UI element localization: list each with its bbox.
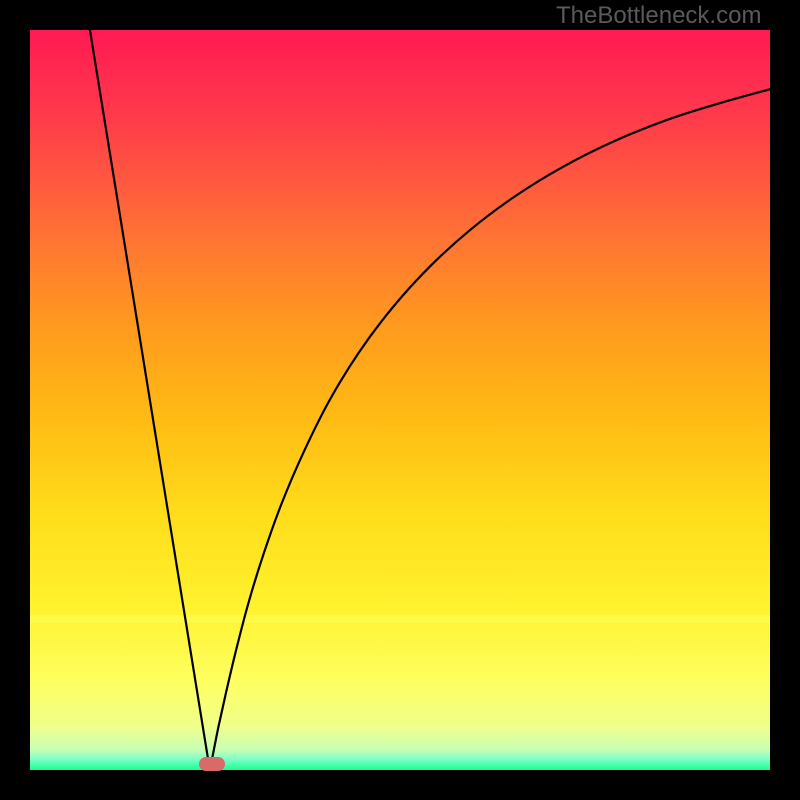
watermark-text: TheBottleneck.com	[556, 2, 761, 30]
chart-container: { "canvas": { "width": 800, "height": 80…	[0, 0, 800, 800]
plot-area	[30, 30, 770, 770]
bottleneck-curve	[30, 30, 770, 770]
curve-path	[90, 30, 770, 770]
optimum-marker	[199, 757, 225, 771]
